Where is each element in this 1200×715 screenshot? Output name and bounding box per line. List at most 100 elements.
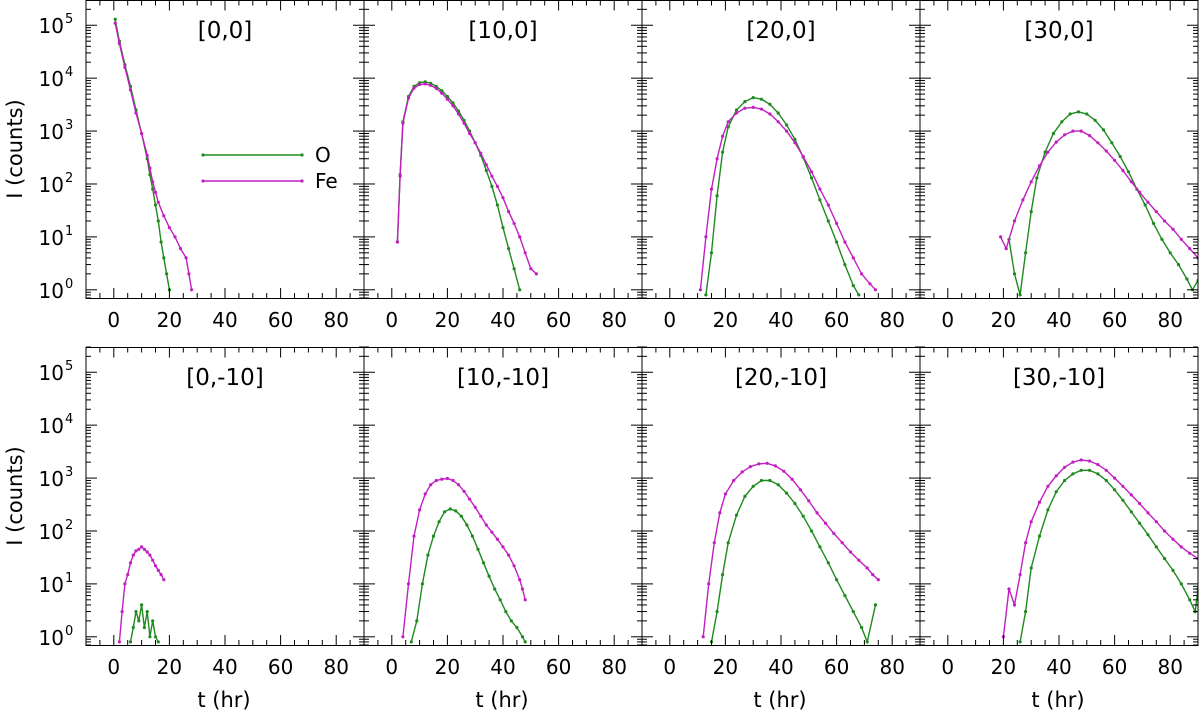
- x-tick-label: 40: [490, 655, 515, 679]
- data-point-fe: [501, 545, 505, 549]
- data-point-o: [131, 625, 135, 630]
- data-point-fe: [1171, 227, 1175, 231]
- data-point-fe: [423, 492, 427, 496]
- x-tick-label: 0: [385, 655, 398, 679]
- data-point-o: [448, 507, 452, 511]
- data-point-fe: [1179, 237, 1183, 241]
- x-tick-label: 0: [663, 655, 676, 679]
- data-point-fe: [162, 578, 166, 582]
- data-point-o: [484, 168, 488, 173]
- data-point-fe: [398, 174, 402, 178]
- data-point-o: [490, 184, 494, 188]
- data-point-fe: [440, 91, 444, 95]
- data-point-fe: [137, 547, 141, 551]
- panel-title: [30,-10]: [1013, 365, 1105, 391]
- data-point-fe: [704, 235, 708, 239]
- data-point-o: [509, 619, 513, 623]
- panel-title: [30,0]: [1024, 18, 1093, 44]
- series-line-fe: [1002, 459, 1198, 637]
- data-point-fe: [173, 235, 177, 239]
- x-tick-label: 40: [1046, 308, 1071, 332]
- x-tick-label: 60: [268, 308, 293, 332]
- data-point-fe: [120, 610, 124, 614]
- x-tick-label: 60: [546, 308, 571, 332]
- data-point-fe: [1146, 200, 1150, 204]
- data-point-fe: [1096, 463, 1100, 467]
- x-tick-label: 0: [385, 308, 398, 332]
- data-point-o: [1126, 170, 1131, 174]
- data-point-fe: [1046, 484, 1050, 488]
- data-point-o: [721, 573, 725, 577]
- data-point-fe: [445, 476, 449, 481]
- data-point-o: [145, 610, 149, 614]
- data-point-fe: [868, 282, 872, 286]
- data-point-fe: [743, 106, 747, 110]
- data-point-fe: [490, 174, 494, 178]
- series-group: [698, 96, 878, 297]
- data-point-fe: [145, 153, 149, 157]
- data-point-o: [481, 561, 486, 565]
- panel-frame: [919, 347, 1199, 646]
- data-point-fe: [445, 97, 449, 101]
- data-point-fe: [507, 210, 511, 214]
- x-tick-label: 80: [879, 308, 904, 332]
- data-point-fe: [1054, 474, 1058, 478]
- y-tick-label: 10: [39, 120, 64, 144]
- x-tick-label: 40: [490, 308, 515, 332]
- data-point-o: [715, 194, 719, 198]
- legend: OFe: [201, 143, 338, 193]
- data-point-fe: [810, 170, 814, 174]
- legend-marker-o: [201, 153, 205, 157]
- x-tick-label: 80: [879, 655, 904, 679]
- series-group: [395, 80, 539, 292]
- x-tick-label: 20: [713, 308, 738, 332]
- data-point-fe: [512, 564, 516, 568]
- data-point-fe: [865, 566, 869, 570]
- data-point-fe: [1046, 150, 1050, 154]
- data-point-o: [409, 640, 413, 644]
- data-point-o: [873, 603, 878, 607]
- data-point-fe: [479, 514, 483, 518]
- data-point-fe: [412, 534, 416, 538]
- x-tick-label: 80: [601, 308, 626, 332]
- data-point-fe: [1029, 180, 1033, 184]
- data-point-o: [520, 635, 525, 639]
- data-point-fe: [848, 550, 853, 554]
- y-axis-title-bottom: I (counts): [3, 446, 27, 545]
- series-line-fe: [999, 130, 1198, 259]
- data-point-fe: [140, 131, 144, 136]
- data-point-fe: [1163, 529, 1167, 533]
- panel-title: [20,0]: [746, 18, 815, 44]
- data-point-o: [153, 203, 158, 207]
- data-point-o: [726, 125, 730, 129]
- panel-6: 0 20 40 60 80 [10,-10]: [363, 346, 643, 679]
- x-tick-label: 60: [824, 308, 849, 332]
- series-line-fe: [402, 477, 526, 637]
- data-point-fe: [1138, 501, 1142, 506]
- data-point-o: [137, 619, 141, 623]
- data-point-o: [1051, 131, 1055, 136]
- data-point-fe: [123, 65, 127, 69]
- panel-frame: [363, 0, 643, 299]
- x-tick-label: 0: [941, 655, 954, 679]
- data-point-fe: [832, 531, 836, 536]
- data-point-o: [1096, 472, 1100, 476]
- data-point-o: [1093, 118, 1097, 122]
- data-point-o: [734, 108, 739, 112]
- data-point-fe: [401, 121, 405, 125]
- series-line-o: [710, 479, 877, 645]
- data-point-o: [156, 219, 160, 223]
- y-tick-label: 10: [39, 67, 64, 91]
- data-point-o: [142, 625, 146, 630]
- data-point-fe: [1079, 129, 1083, 133]
- panel-frame: [919, 0, 1199, 299]
- data-point-fe: [1113, 476, 1117, 480]
- y-tick-label: 10: [39, 414, 64, 438]
- x-tick-label: 20: [713, 655, 738, 679]
- data-point-fe: [1121, 484, 1125, 488]
- data-point-fe: [401, 635, 405, 639]
- panel-2: 0 20 40 60 80 [10,0]: [363, 0, 643, 332]
- tick-marks: [641, 346, 921, 646]
- data-point-o: [1046, 508, 1050, 512]
- data-point-o: [165, 272, 169, 276]
